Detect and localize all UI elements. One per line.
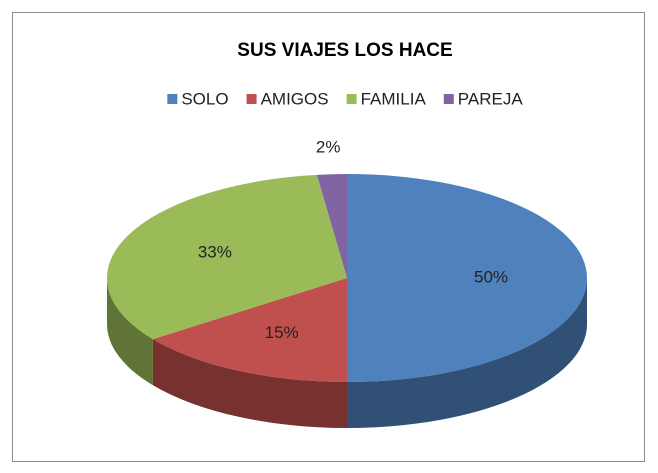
slice <box>152 278 347 382</box>
legend-label: PAREJA <box>458 89 524 108</box>
legend: SOLO AMIGOS FAMILIA PAREJA <box>167 89 523 108</box>
legend-swatch <box>346 94 357 104</box>
chart-title: SUS VIAJES LOS HACE <box>237 40 452 61</box>
slice-side-dark <box>347 278 587 428</box>
data-label: 15% <box>265 323 299 342</box>
legend-label: SOLO <box>181 89 228 108</box>
slice-side <box>347 278 587 428</box>
slice-side-dark <box>107 278 153 386</box>
slice-side <box>107 278 153 386</box>
legend-swatch <box>246 94 257 104</box>
data-label: 33% <box>198 243 232 262</box>
legend-label: FAMILIA <box>361 89 427 108</box>
data-label: 2% <box>316 138 341 157</box>
data-label: 50% <box>474 267 508 286</box>
legend-swatch <box>443 94 454 104</box>
legend-swatch <box>167 94 178 104</box>
slice <box>347 174 587 382</box>
slice-side-dark <box>152 339 347 428</box>
slice-side <box>152 339 347 428</box>
slice <box>316 174 347 278</box>
legend-label: AMIGOS <box>261 89 329 108</box>
pie-sides <box>107 278 587 428</box>
slice <box>106 174 347 340</box>
